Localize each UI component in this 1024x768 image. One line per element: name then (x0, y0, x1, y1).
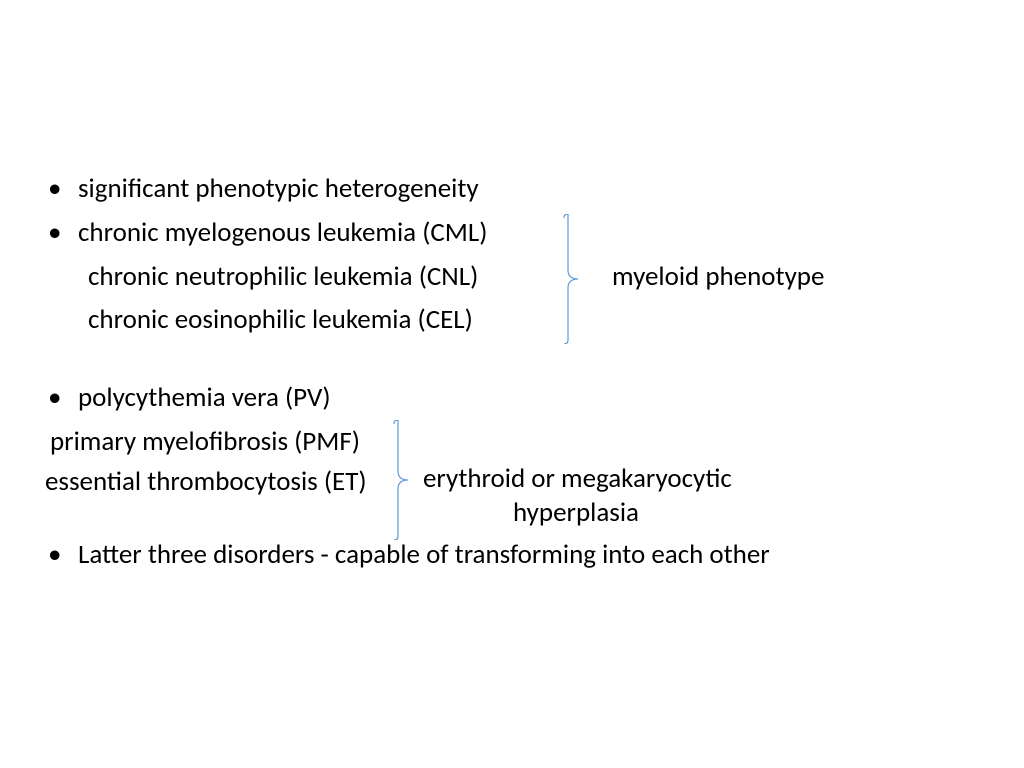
spacer-1 (30, 347, 994, 381)
sub-text-pmf: primary myelofibrosis (PMF) (50, 425, 360, 458)
group1-label-text: myeloid phenotype (612, 260, 824, 293)
bullet-text-2: chronic myelogenous leukemia (CML) (78, 216, 487, 249)
slide-content: significant phenotypic heterogeneity chr… (30, 172, 994, 582)
group2-label-line1: erythroid or megakaryocytic (423, 462, 732, 496)
bullet-text-1: significant phenotypic heterogeneity (78, 172, 479, 205)
bullet-text-latter: Latter three disorders - capable of tran… (78, 538, 770, 571)
slide-canvas: significant phenotypic heterogeneity chr… (0, 0, 1024, 768)
sub-text-cnl: chronic neutrophilic leukemia (CNL) (88, 260, 478, 294)
group1-label: myeloid phenotype (612, 260, 824, 294)
bullet-text-pv: polycythemia vera (PV) (78, 381, 331, 414)
sub-item-cnl: chronic neutrophilic leukemia (CNL) (30, 260, 994, 294)
group2-label-line2: hyperplasia (423, 496, 732, 530)
sub-item-pmf: primary myelofibrosis (PMF) (30, 425, 994, 459)
bullet-item-2: chronic myelogenous leukemia (CML) (30, 216, 994, 250)
sub-item-cel: chronic eosinophilic leukemia (CEL) (30, 303, 994, 337)
bullet-item-1: significant phenotypic heterogeneity (30, 172, 994, 206)
bullet-item-latter: Latter three disorders - capable of tran… (30, 538, 994, 572)
sub-text-et: essential thrombocytosis (ET) (45, 465, 367, 498)
sub-text-cel: chronic eosinophilic leukemia (CEL) (88, 303, 473, 336)
group2-label: erythroid or megakaryocytic hyperplasia (423, 462, 732, 530)
bullet-item-pv: polycythemia vera (PV) (30, 381, 994, 415)
